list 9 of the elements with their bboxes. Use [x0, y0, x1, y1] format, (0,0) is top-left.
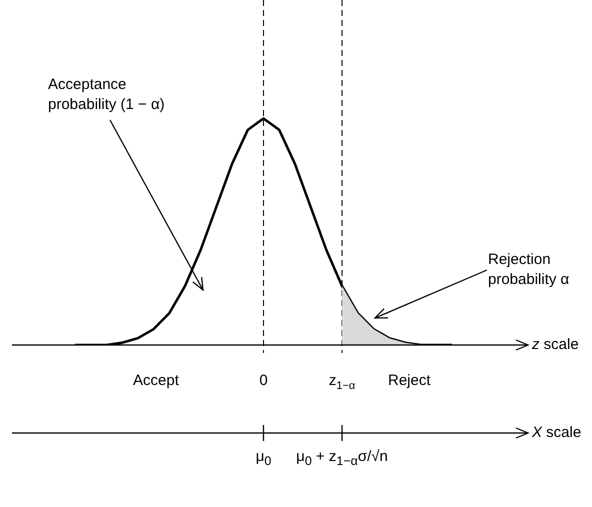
text: X scale: [532, 423, 582, 443]
text: Reject: [388, 371, 432, 391]
annotation: μ$_{0}$ + z$_{1−α}$σ/√n: [296, 447, 388, 470]
text: Accept: [133, 371, 180, 391]
text: Rejection probability α: [488, 250, 570, 290]
x-axis-title: z scale: [531, 336, 579, 354]
annotation: μ$_{0}$: [256, 447, 272, 470]
text: Acceptance probability (1 − α): [48, 75, 166, 115]
x-tick-label: 0: [259, 372, 268, 390]
